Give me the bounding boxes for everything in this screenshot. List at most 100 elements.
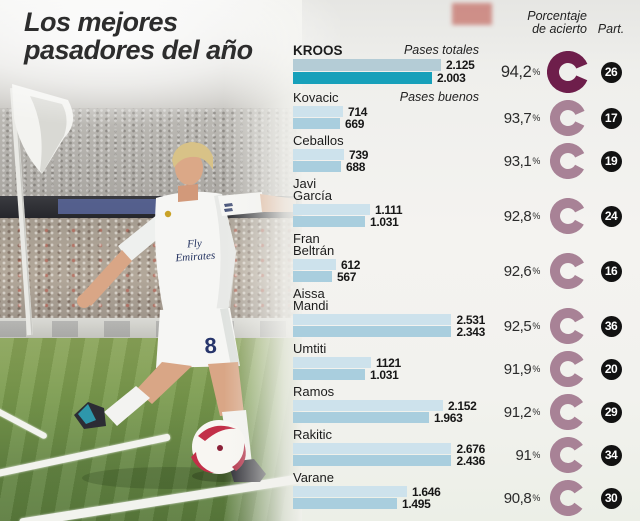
matches-badge: 17 bbox=[600, 107, 622, 129]
percent-sign: % bbox=[532, 211, 540, 221]
accuracy-ring-cell bbox=[545, 394, 591, 430]
player-name: Ramos bbox=[293, 384, 335, 399]
player-row: Kovacic Pases buenos 714 669 93,7% 17 bbox=[293, 90, 633, 136]
good-value: 669 bbox=[345, 116, 365, 131]
bar-pases-buenos bbox=[293, 412, 429, 423]
bar-pases-buenos bbox=[293, 161, 341, 172]
bar-line-good: 2.343 bbox=[293, 324, 485, 339]
matches-badge: 29 bbox=[600, 401, 622, 423]
good-value: 2.436 bbox=[456, 453, 485, 468]
accuracy-column-header: Porcentaje de acierto bbox=[527, 9, 587, 36]
passes-chart: Porcentaje de acierto Part. KROOS Pases t… bbox=[293, 10, 633, 516]
bar-pases-buenos bbox=[293, 326, 452, 337]
player-bars: Kovacic Pases buenos 714 669 bbox=[293, 90, 485, 131]
bar-line-good: 567 bbox=[293, 270, 485, 284]
accuracy-ring-cell bbox=[545, 100, 591, 136]
bar-pases-buenos bbox=[293, 118, 340, 129]
player-bars: Ramos 2.152 1.963 bbox=[293, 384, 485, 425]
accuracy-ring-icon bbox=[550, 143, 586, 179]
bar-pases-totales bbox=[293, 314, 452, 325]
accuracy-ring-icon bbox=[550, 394, 586, 430]
accuracy-ring-cell bbox=[545, 51, 591, 93]
accuracy-value: 93,7% bbox=[503, 109, 541, 127]
good-value: 688 bbox=[346, 159, 366, 174]
matches-badge: 26 bbox=[600, 61, 622, 83]
matches-badge-cell: 26 bbox=[594, 59, 628, 85]
bar-line-totals: 2.125 bbox=[293, 58, 485, 72]
accuracy-value: 92,5% bbox=[503, 317, 541, 335]
bar-pases-totales bbox=[293, 106, 343, 117]
matches-badge-cell: 19 bbox=[594, 149, 628, 173]
bar-pases-totales bbox=[293, 486, 407, 497]
matches-badge-cell: 17 bbox=[594, 106, 628, 130]
player-row: Ramos 2.152 1.963 91,2% 29 bbox=[293, 384, 633, 430]
percent-sign: % bbox=[532, 156, 540, 166]
matches-badge-cell: 36 bbox=[594, 314, 628, 338]
matches-badge: 34 bbox=[600, 444, 622, 466]
good-value: 1.031 bbox=[370, 367, 399, 382]
bar-pases-buenos bbox=[293, 455, 452, 466]
bar-line-totals: 714 bbox=[293, 105, 485, 119]
accuracy-ring-cell bbox=[545, 480, 591, 516]
player-bars: Fran Beltrán 612 567 bbox=[293, 231, 485, 284]
player-name: Ceballos bbox=[293, 133, 344, 148]
totals-value: 1121 bbox=[376, 355, 401, 370]
good-value: 2.343 bbox=[456, 324, 485, 339]
player-name: Umtiti bbox=[293, 341, 327, 356]
matches-badge: 20 bbox=[600, 358, 622, 380]
bar-line-totals: 612 bbox=[293, 258, 485, 272]
bar-pases-buenos bbox=[293, 369, 365, 380]
percent-sign: % bbox=[532, 266, 540, 276]
totals-value: 739 bbox=[349, 147, 369, 162]
bar-pases-totales bbox=[293, 204, 370, 215]
percent-sign: % bbox=[532, 67, 540, 77]
bar-line-totals: 1.646 bbox=[293, 485, 485, 499]
bar-pases-buenos bbox=[293, 271, 332, 282]
percent-sign: % bbox=[532, 364, 540, 374]
page-title-line2: pasadores del año bbox=[24, 35, 253, 65]
matches-badge-cell: 20 bbox=[594, 357, 628, 381]
accuracy-ring-cell bbox=[545, 351, 591, 387]
player-row: Ceballos 739 688 93,1% 19 bbox=[293, 133, 633, 179]
player-row: Javi García 1.111 1.031 92,8% 24 bbox=[293, 176, 633, 234]
accuracy-value: 91% bbox=[515, 446, 541, 464]
percent-sign: % bbox=[532, 493, 540, 503]
matches-badge-cell: 16 bbox=[594, 259, 628, 283]
totals-value: 2.676 bbox=[456, 441, 485, 456]
page-title: Los mejores pasadores del año bbox=[24, 8, 253, 64]
series-label-good: Pases buenos bbox=[399, 90, 479, 104]
matches-badge-cell: 24 bbox=[594, 204, 628, 228]
series-label-totals: Pases totales bbox=[403, 43, 479, 57]
page-title-line1: Los mejores bbox=[24, 7, 178, 37]
percent-sign: % bbox=[532, 113, 540, 123]
accuracy-ring-icon bbox=[550, 198, 586, 234]
matches-badge: 16 bbox=[600, 260, 622, 282]
player-name: Fran Beltrán bbox=[293, 231, 335, 258]
bar-line-good: 669 bbox=[293, 116, 485, 131]
bar-pases-totales bbox=[293, 443, 452, 454]
player-row: Rakitic 2.676 2.436 91% 34 bbox=[293, 427, 633, 473]
bar-pases-totales bbox=[293, 400, 443, 411]
accuracy-value: 90,8% bbox=[503, 489, 541, 507]
accuracy-ring-cell bbox=[545, 143, 591, 179]
player-bars: Javi García 1.111 1.031 bbox=[293, 176, 485, 229]
player-bars: Varane 1.646 1.495 bbox=[293, 471, 485, 511]
totals-value: 1.111 bbox=[375, 202, 403, 217]
player-name: Rakitic bbox=[293, 427, 333, 442]
bar-line-totals: 2.152 bbox=[293, 398, 485, 413]
totals-value: 2.152 bbox=[448, 398, 477, 413]
good-value: 1.031 bbox=[370, 214, 399, 229]
accuracy-ring-cell bbox=[545, 308, 591, 344]
accuracy-ring-cell bbox=[545, 253, 591, 289]
matches-badge-cell: 29 bbox=[594, 400, 628, 424]
bar-line-good: 1.495 bbox=[293, 497, 485, 511]
good-value: 1.963 bbox=[434, 410, 463, 425]
accuracy-ring-icon bbox=[550, 308, 586, 344]
matches-badge: 24 bbox=[600, 205, 622, 227]
chart-rows: KROOS Pases totales 2.125 2.003 94,2% 26 … bbox=[293, 43, 633, 516]
chart-header: Porcentaje de acierto Part. bbox=[293, 10, 633, 36]
jersey-sponsor-line1: Fly bbox=[186, 238, 203, 251]
player-bars: Ceballos 739 688 bbox=[293, 133, 485, 174]
player-name: Javi García bbox=[293, 176, 333, 203]
scoreboard-blur bbox=[452, 3, 492, 25]
